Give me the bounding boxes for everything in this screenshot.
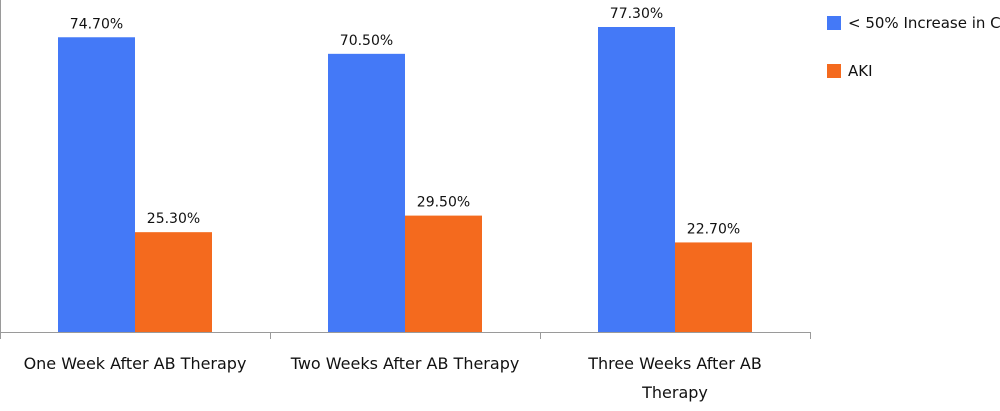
legend-swatch — [827, 16, 841, 30]
legend: < 50% Increase in Cr AKI — [827, 14, 1000, 80]
x-axis — [0, 332, 811, 339]
category-labels-group: One Week After AB Therapy Two Weeks After… — [24, 354, 762, 402]
legend-swatch — [827, 64, 841, 78]
bar-aki-0 — [135, 232, 212, 332]
legend-label: AKI — [848, 62, 873, 80]
bar-increase-cr-0 — [58, 37, 135, 333]
data-label: 77.30% — [610, 6, 663, 22]
data-label: 70.50% — [340, 33, 393, 49]
legend-label: < 50% Increase in Cr — [848, 14, 1000, 32]
data-label: 29.50% — [417, 195, 470, 211]
category-label: Two Weeks After AB Therapy — [290, 354, 520, 373]
data-label: 22.70% — [687, 221, 740, 237]
bar-increase-cr-2 — [598, 27, 675, 332]
bar-increase-cr-1 — [328, 53, 405, 332]
bar-aki-2 — [675, 242, 752, 332]
bars-group — [58, 27, 752, 333]
category-label: One Week After AB Therapy — [24, 354, 247, 373]
data-label: 74.70% — [70, 16, 123, 32]
value-labels-group: 74.70% 25.30% 70.50% 29.50% 77.30% 22.70% — [70, 6, 740, 237]
data-label: 25.30% — [147, 211, 200, 227]
bar-aki-1 — [405, 215, 482, 332]
category-label: Three Weeks After AB Therapy — [587, 354, 762, 402]
